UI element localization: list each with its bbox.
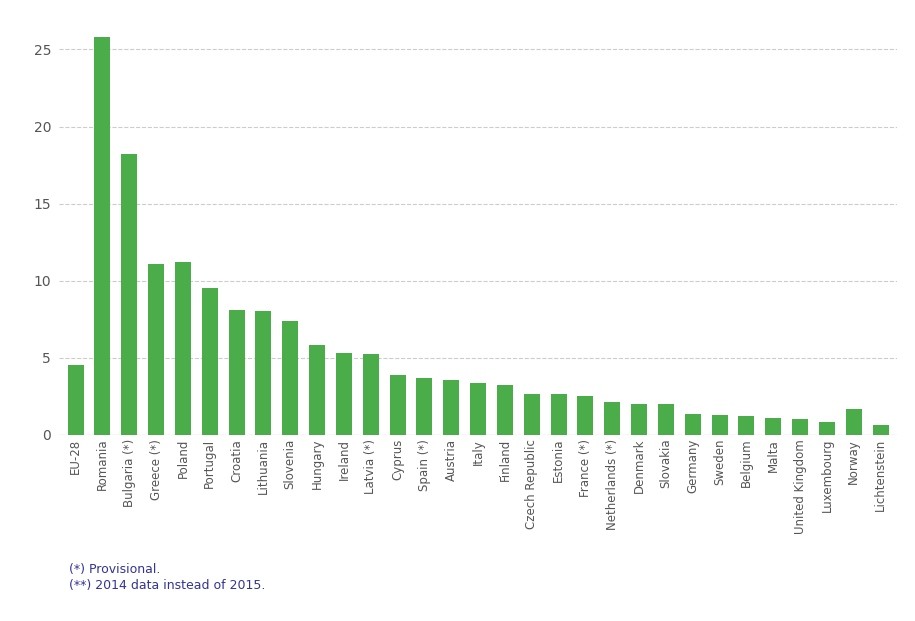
Text: (**) 2014 data instead of 2015.: (**) 2014 data instead of 2015.: [69, 579, 265, 592]
Bar: [873, 425, 888, 435]
Bar: [229, 310, 244, 435]
Bar: [604, 402, 620, 435]
Text: (*) Provisional.: (*) Provisional.: [69, 563, 160, 576]
Bar: [684, 414, 701, 435]
Bar: [577, 396, 594, 435]
Bar: [282, 320, 298, 435]
Bar: [121, 154, 137, 435]
Bar: [416, 378, 433, 435]
Bar: [712, 415, 727, 435]
Bar: [68, 365, 83, 435]
Bar: [765, 418, 781, 435]
Bar: [792, 419, 808, 435]
Bar: [443, 380, 459, 435]
Bar: [175, 262, 191, 435]
Bar: [201, 288, 218, 435]
Bar: [819, 422, 835, 435]
Bar: [390, 375, 405, 435]
Bar: [497, 384, 513, 435]
Bar: [551, 394, 566, 435]
Bar: [631, 404, 647, 435]
Bar: [362, 354, 379, 435]
Bar: [470, 383, 486, 435]
Bar: [255, 311, 272, 435]
Bar: [148, 264, 164, 435]
Bar: [94, 37, 111, 435]
Bar: [658, 404, 674, 435]
Bar: [336, 353, 352, 435]
Bar: [309, 345, 325, 435]
Bar: [523, 394, 540, 435]
Bar: [845, 409, 862, 435]
Bar: [738, 416, 755, 435]
